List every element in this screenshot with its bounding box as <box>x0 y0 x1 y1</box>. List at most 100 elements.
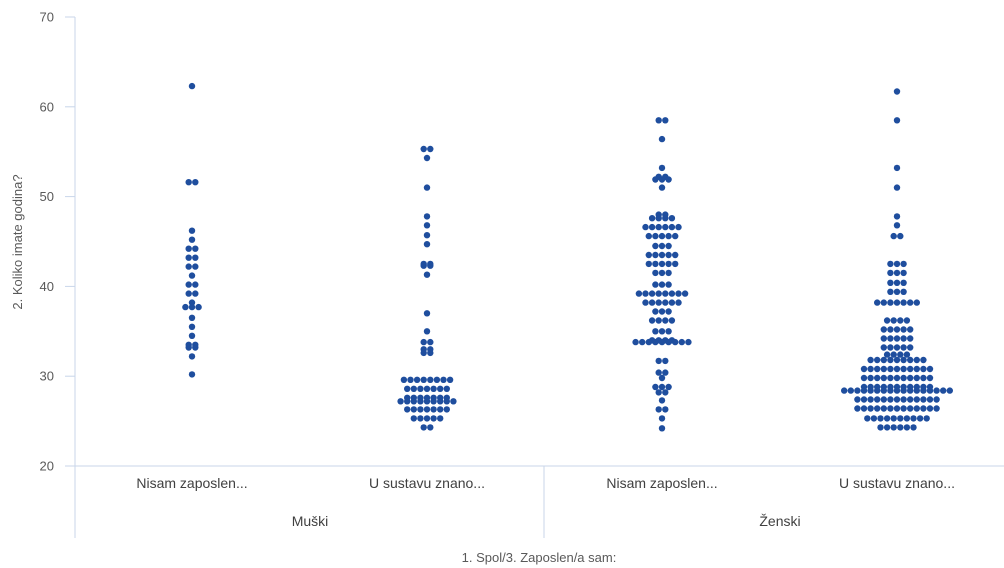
data-point <box>658 374 666 382</box>
data-point <box>893 279 901 286</box>
data-point <box>864 415 871 422</box>
data-point <box>655 406 662 413</box>
data-point <box>410 406 417 413</box>
data-point <box>880 365 887 373</box>
data-point <box>662 357 669 365</box>
data-point <box>423 241 431 248</box>
y-tick-label: 60 <box>40 99 54 114</box>
category-label: U sustavu znano... <box>839 475 955 491</box>
data-point <box>887 344 894 351</box>
data-point <box>893 299 901 306</box>
data-point <box>926 396 934 403</box>
data-point <box>665 308 672 315</box>
data-point <box>645 232 652 240</box>
data-point <box>655 317 662 324</box>
data-point <box>920 405 927 412</box>
data-point <box>665 269 672 277</box>
data-point <box>423 154 431 162</box>
data-point <box>893 164 901 172</box>
data-point <box>900 405 907 412</box>
data-point <box>427 349 434 357</box>
data-point <box>887 365 894 373</box>
data-point <box>658 260 666 268</box>
data-point <box>652 338 659 346</box>
data-point <box>668 215 676 222</box>
data-point <box>877 415 884 422</box>
data-point <box>417 415 424 422</box>
data-point <box>903 424 911 431</box>
data-point <box>188 299 196 306</box>
data-point <box>893 222 901 229</box>
data-point <box>900 326 907 333</box>
data-point <box>188 371 196 378</box>
data-point <box>407 376 414 383</box>
data-point <box>900 365 907 373</box>
y-tick-label: 30 <box>40 369 54 384</box>
data-point <box>867 374 874 382</box>
data-point <box>900 344 907 351</box>
data-point <box>185 245 192 252</box>
data-point <box>681 290 689 297</box>
data-point <box>926 405 934 412</box>
data-point <box>907 356 914 364</box>
data-point <box>632 338 639 346</box>
data-point <box>933 396 940 403</box>
data-point <box>893 184 901 191</box>
data-point <box>867 356 874 364</box>
data-point <box>662 117 669 124</box>
data-point <box>665 242 672 250</box>
data-point <box>440 376 447 383</box>
data-point <box>900 396 907 403</box>
data-point <box>195 303 202 311</box>
data-point <box>890 351 897 358</box>
data-point <box>433 376 441 383</box>
category-label: U sustavu znano... <box>369 475 485 491</box>
data-point <box>423 213 431 220</box>
data-point <box>645 338 652 346</box>
data-point <box>404 385 411 392</box>
data-point <box>658 383 666 391</box>
data-point <box>900 299 907 306</box>
data-point <box>907 365 914 373</box>
data-point <box>437 398 444 405</box>
data-point <box>907 396 914 403</box>
data-point <box>188 353 196 360</box>
data-point <box>665 260 672 268</box>
data-point <box>420 262 427 269</box>
data-point <box>907 335 914 342</box>
data-point <box>658 232 666 240</box>
data-point <box>880 387 887 394</box>
data-point <box>417 385 424 392</box>
data-point <box>192 179 199 186</box>
data-point <box>668 290 676 297</box>
data-point <box>668 223 676 231</box>
data-point <box>658 135 666 143</box>
data-point <box>443 385 450 392</box>
data-point <box>675 299 682 306</box>
data-point <box>880 396 887 403</box>
data-point <box>672 338 679 346</box>
data-point <box>658 338 666 346</box>
data-point <box>880 344 887 351</box>
data-point <box>910 424 917 431</box>
data-point <box>900 269 907 277</box>
data-point <box>192 245 199 252</box>
data-point <box>410 398 417 405</box>
data-point <box>897 232 904 240</box>
data-point <box>926 365 934 373</box>
data-point <box>907 374 914 382</box>
data-point <box>417 398 424 405</box>
data-point <box>188 323 196 330</box>
data-point <box>890 317 897 324</box>
data-point <box>665 232 672 240</box>
data-point <box>887 299 894 306</box>
data-point <box>430 415 437 422</box>
data-point <box>430 385 437 392</box>
data-point <box>860 365 868 373</box>
data-point <box>893 117 901 124</box>
category-label: Nisam zaposlen... <box>606 475 717 491</box>
data-point <box>926 374 934 382</box>
data-point <box>420 376 427 383</box>
data-point <box>887 269 894 277</box>
